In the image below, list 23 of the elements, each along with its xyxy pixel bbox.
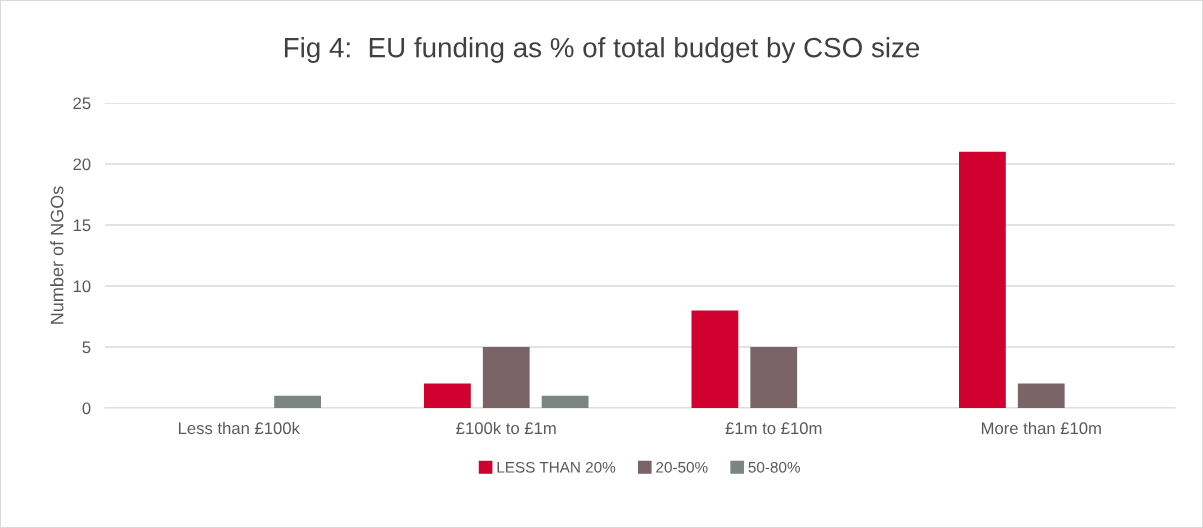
legend-label: LESS THAN 20% (497, 461, 616, 473)
legend-label: 20-50% (656, 461, 708, 473)
bar (958, 151, 1006, 408)
x-tick-label: £100k to £1m (456, 421, 556, 435)
y-axis-title: Number of NGOs (50, 186, 64, 324)
y-tick-label: 20 (73, 158, 91, 171)
bar (423, 383, 471, 408)
bar (1017, 383, 1065, 408)
x-tick-label: Less than £100k (178, 421, 300, 435)
x-tick-label: £1m to £10m (725, 422, 822, 435)
bar (274, 395, 322, 408)
bar (482, 347, 530, 408)
bar (541, 395, 589, 408)
chart-title: Fig 4: EU funding as % of total budget by CSO size (284, 37, 920, 63)
y-tick-label: 25 (73, 97, 91, 110)
y-tick-label: 5 (82, 341, 91, 354)
bar (750, 347, 798, 408)
x-tick-label: More than £10m (981, 421, 1101, 435)
y-tick-label: 10 (73, 280, 91, 293)
y-tick-label: 0 (82, 402, 91, 415)
y-tick-label: 15 (73, 219, 91, 232)
bar (691, 310, 739, 408)
legend-label: 50-80% (748, 461, 800, 473)
